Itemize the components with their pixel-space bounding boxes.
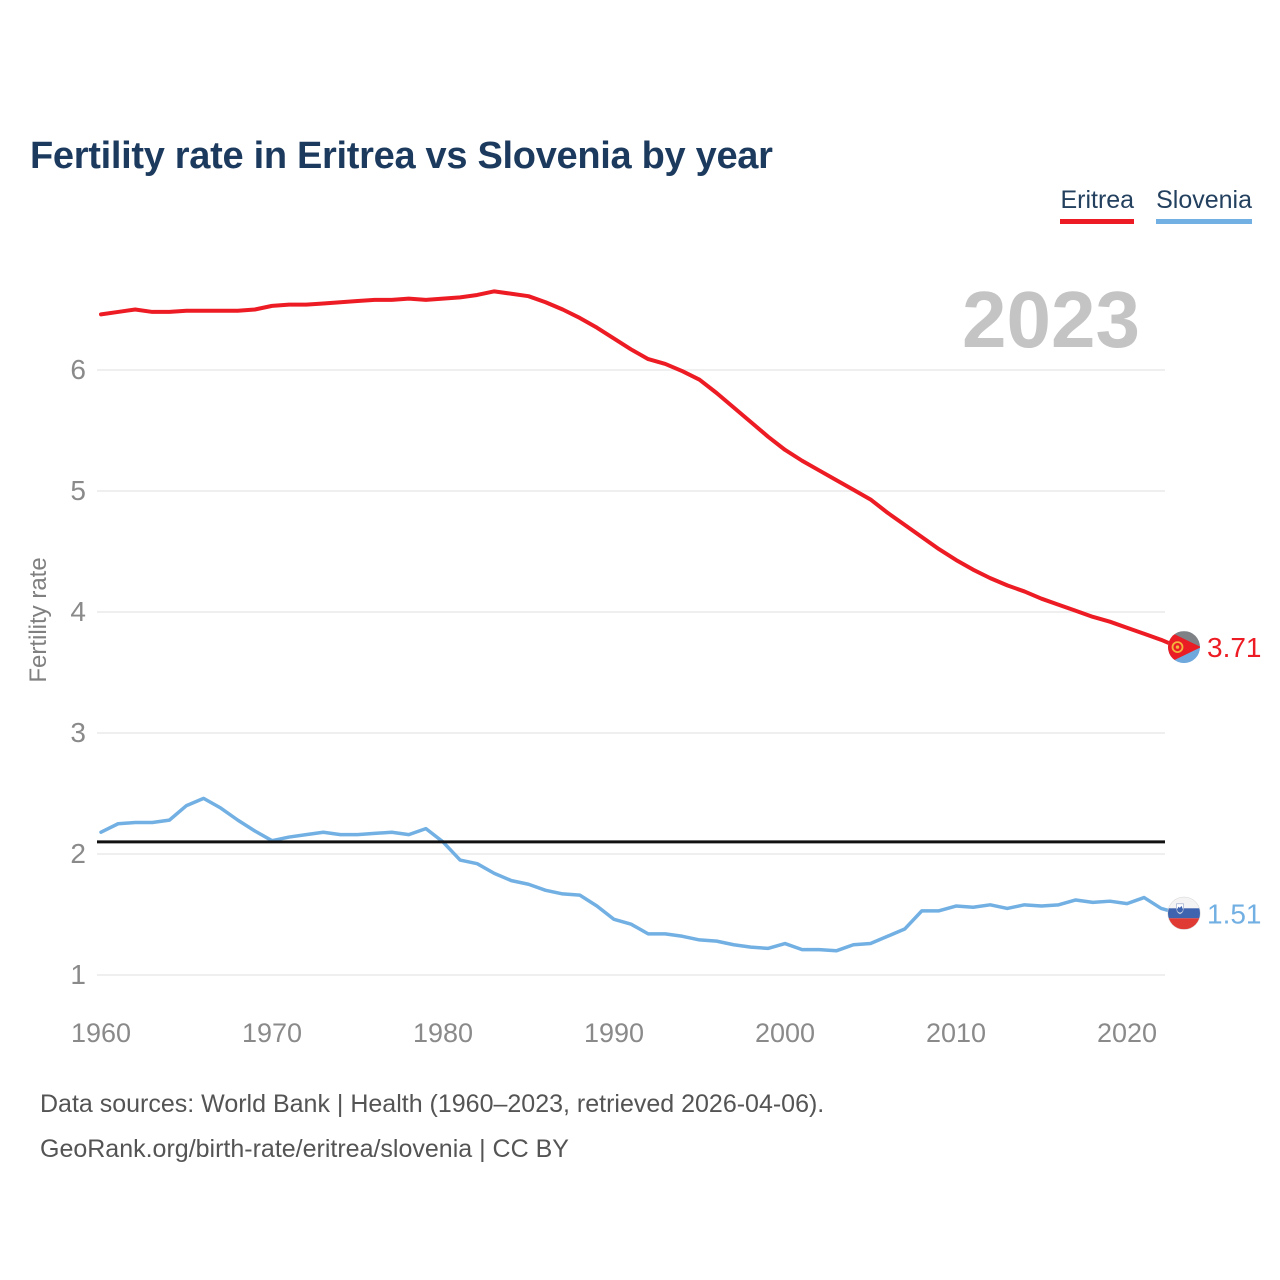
legend-label-slovenia: Slovenia bbox=[1156, 186, 1252, 214]
eritrea-end-value-label: 3.71 bbox=[1207, 632, 1262, 663]
eritrea-line bbox=[99, 289, 1181, 650]
y-tick-label: 1 bbox=[70, 959, 86, 990]
x-tick-label: 1970 bbox=[242, 1018, 302, 1048]
slovenia-flag-coat-of-arms bbox=[1176, 903, 1184, 915]
y-tick-label: 2 bbox=[70, 838, 86, 869]
x-tick-label: 1980 bbox=[413, 1018, 473, 1048]
footer: Data sources: World Bank | Health (1960–… bbox=[40, 1082, 824, 1172]
eritrea-flag-triangle bbox=[1168, 631, 1200, 664]
y-tick-label: 5 bbox=[70, 475, 86, 506]
y-axis-title: Fertility rate bbox=[25, 557, 52, 682]
x-tick-label: 2020 bbox=[1097, 1018, 1157, 1048]
x-tick-label: 1990 bbox=[584, 1018, 644, 1048]
slovenia-flag-icon bbox=[1167, 896, 1201, 930]
slovenia-flag-white bbox=[1168, 897, 1200, 909]
page-title: Fertility rate in Eritrea vs Slovenia by… bbox=[30, 135, 773, 178]
slovenia-end-value-label: 1.51 bbox=[1207, 898, 1262, 929]
footer-attribution-line: GeoRank.org/birth-rate/eritrea/slovenia … bbox=[40, 1135, 569, 1163]
x-tick-label: 2010 bbox=[926, 1018, 986, 1048]
x-tick-label: 1960 bbox=[71, 1018, 131, 1048]
slovenia-line bbox=[99, 796, 1181, 953]
eritrea-flag-icon bbox=[1168, 631, 1200, 664]
y-tick-label: 3 bbox=[70, 717, 86, 748]
watermark-year: 2023 bbox=[962, 275, 1140, 364]
y-tick-label: 6 bbox=[70, 354, 86, 385]
x-tick-label: 2000 bbox=[755, 1018, 815, 1048]
legend-label-eritrea: Eritrea bbox=[1060, 186, 1135, 214]
slovenia-flag-red bbox=[1168, 918, 1200, 930]
eritrea-flag-wreath-dot bbox=[1175, 645, 1180, 649]
legend-item-eritrea[interactable]: Eritrea bbox=[1060, 186, 1135, 224]
legend-underline-eritrea bbox=[1060, 219, 1135, 224]
y-tick-label: 4 bbox=[70, 596, 86, 627]
footer-sources-line: Data sources: World Bank | Health (1960–… bbox=[40, 1090, 825, 1118]
legend-underline-slovenia bbox=[1156, 219, 1252, 224]
slovenia-flag-blue bbox=[1168, 908, 1200, 919]
eritrea-flag-wreath bbox=[1171, 641, 1184, 653]
legend-item-slovenia[interactable]: Slovenia bbox=[1156, 186, 1252, 224]
legend: Eritrea Slovenia bbox=[1060, 186, 1252, 224]
